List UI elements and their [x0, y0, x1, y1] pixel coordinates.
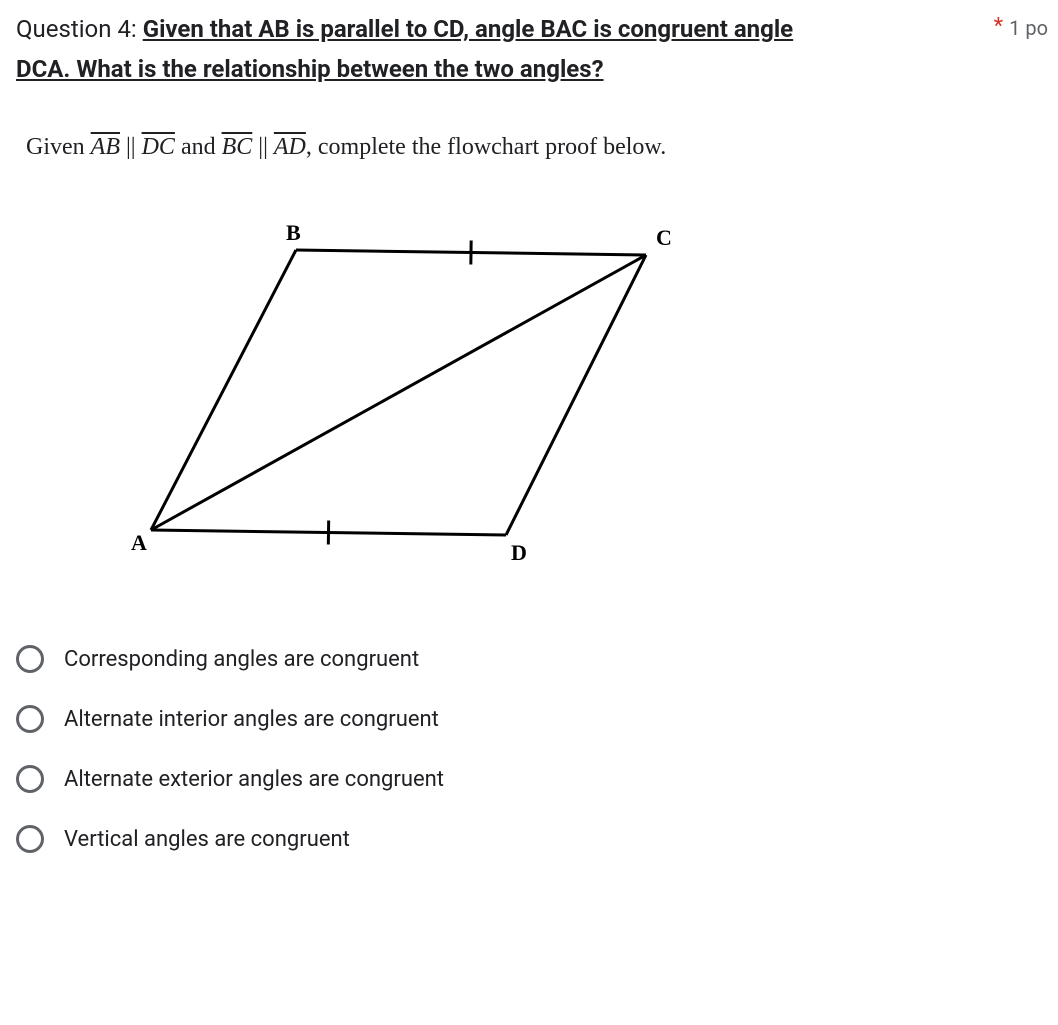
given-suffix: , complete the flowchart proof below.	[306, 134, 666, 160]
option-row-0[interactable]: Corresponding angles are congruent	[16, 629, 1048, 689]
given-mid: and	[175, 134, 222, 160]
radio-icon[interactable]	[16, 765, 44, 793]
question-title: Question 4: Given that AB is parallel to…	[16, 10, 986, 89]
given-prefix: Given	[26, 134, 91, 160]
parallel-symbol-2: ||	[252, 134, 274, 160]
edge-AB	[151, 250, 296, 530]
answer-options: Corresponding angles are congruent Altern…	[16, 629, 1048, 869]
option-row-2[interactable]: Alternate exterior angles are congruent	[16, 749, 1048, 809]
option-label: Corresponding angles are congruent	[64, 647, 419, 672]
edge-AC	[151, 255, 646, 530]
option-label: Alternate exterior angles are congruent	[64, 767, 444, 792]
vertex-label-A: A	[131, 530, 147, 555]
question-header: Question 4: Given that AB is parallel to…	[16, 10, 1048, 89]
parallel-symbol-1: ||	[120, 134, 142, 160]
edge-CD	[506, 255, 646, 535]
radio-icon[interactable]	[16, 705, 44, 733]
segment-ab: AB	[91, 134, 120, 160]
segment-ad: AD	[274, 134, 306, 160]
points-label: 1 po	[1009, 10, 1048, 40]
question-main-line2: DCA. What is the relationship between th…	[16, 55, 604, 83]
diagram-svg: A B C D	[16, 215, 716, 575]
option-row-3[interactable]: Vertical angles are congruent	[16, 809, 1048, 869]
option-label: Vertical angles are congruent	[64, 827, 350, 852]
segment-dc: DC	[142, 134, 175, 160]
vertex-label-B: B	[286, 220, 301, 245]
question-prefix: Question 4:	[16, 15, 143, 43]
radio-icon[interactable]	[16, 645, 44, 673]
vertex-label-D: D	[511, 540, 527, 565]
option-row-1[interactable]: Alternate interior angles are congruent	[16, 689, 1048, 749]
given-statement: Given AB || DC and BC || AD, complete th…	[26, 129, 1048, 165]
radio-icon[interactable]	[16, 825, 44, 853]
question-main-line1: Given that AB is parallel to CD, angle B…	[143, 15, 793, 43]
option-label: Alternate interior angles are congruent	[64, 707, 439, 732]
vertex-label-C: C	[656, 225, 672, 250]
required-asterisk: *	[994, 10, 1003, 39]
segment-bc: BC	[222, 134, 253, 160]
parallelogram-diagram: A B C D	[16, 215, 1048, 579]
